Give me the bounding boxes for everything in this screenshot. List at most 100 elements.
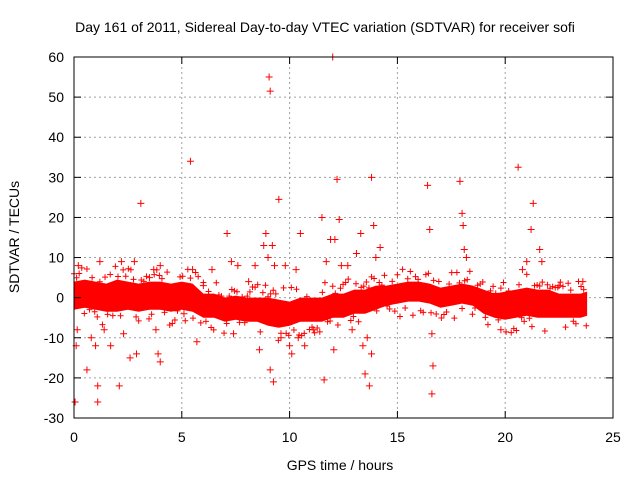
data-point [363, 334, 371, 342]
band-edge-point [290, 326, 297, 333]
data-point [245, 278, 253, 286]
band-edge-point [557, 279, 564, 286]
chart-title: Day 161 of 2011, Sidereal Day-to-day VTE… [75, 19, 575, 35]
band-edge-point [451, 315, 458, 322]
data-point [120, 330, 128, 338]
band-edge-point [544, 281, 551, 288]
data-point [428, 330, 436, 338]
band-edge-point [381, 272, 388, 279]
band-edge-point [102, 274, 109, 281]
data-point [518, 266, 526, 274]
band-edge-point [267, 290, 274, 297]
data-point [115, 382, 123, 390]
band-edge-point [285, 332, 292, 339]
band-edge-point [487, 287, 494, 294]
band-edge-point [122, 273, 129, 280]
band-edge-point [311, 329, 318, 336]
band-edge-point [539, 279, 546, 286]
data-point [130, 258, 138, 266]
band-edge-point [363, 279, 370, 286]
band-edge-point [484, 321, 491, 328]
band-edge-point [218, 293, 225, 300]
x-tick-label: 25 [605, 429, 621, 445]
band-edge-point [96, 278, 103, 285]
data-point [269, 378, 277, 386]
band-edge-point [288, 284, 295, 291]
data-point [271, 262, 279, 270]
band-edge-point [472, 305, 479, 312]
band-edge-point [133, 313, 140, 320]
data-point [154, 350, 162, 358]
band-edge-point [422, 271, 429, 278]
plot-frame [73, 56, 614, 419]
band-edge-point [169, 320, 176, 327]
band-edge-point [466, 268, 473, 275]
data-point [330, 346, 338, 354]
data-point [227, 258, 235, 266]
band-edge-point [239, 293, 246, 300]
data-point [268, 242, 276, 250]
band-edge-point [252, 284, 259, 291]
band-edge-point [265, 293, 272, 300]
band-edge-point [396, 313, 403, 320]
data-point [74, 262, 82, 270]
band-edge-point [508, 329, 515, 336]
data-point [156, 358, 164, 366]
band-edge-point [83, 266, 90, 273]
band-edge-point [402, 305, 409, 312]
y-tick-label: -10 [44, 330, 64, 346]
band-edge-point [316, 328, 323, 335]
band-edge-point [130, 276, 137, 283]
band-edge-point [495, 316, 502, 323]
x-axis-label: GPS time / hours [287, 457, 394, 473]
band-edge-point [378, 282, 385, 289]
band-edge-point [182, 317, 189, 324]
data-point [255, 346, 263, 354]
band-edge-point [345, 276, 352, 283]
data-point [260, 242, 268, 250]
data-point [265, 73, 273, 81]
band-edge-point [228, 286, 235, 293]
band-edge-point [337, 285, 344, 292]
data-point [361, 370, 369, 378]
band-edge-point [360, 283, 367, 290]
data-point [359, 342, 367, 350]
data-point [462, 254, 470, 262]
band-edge-point [117, 312, 124, 319]
data-point [96, 258, 104, 266]
data-point [266, 87, 274, 95]
band-edge-point [161, 309, 168, 316]
band-edge-point [371, 275, 378, 282]
data-point [376, 244, 384, 252]
data-point [368, 350, 376, 358]
band-edge-point [215, 291, 222, 298]
y-tick-label: 40 [48, 129, 64, 145]
band-edge-point [107, 271, 114, 278]
band-edge-point [531, 282, 538, 289]
band-edge-point [534, 281, 541, 288]
band-edge-point [353, 280, 360, 287]
data-point [150, 266, 158, 274]
band-edge-point [355, 318, 362, 325]
data-point [529, 199, 537, 207]
band-edge-point [195, 273, 202, 280]
band-edge-point [541, 327, 548, 334]
data-point [318, 213, 326, 221]
data-point [301, 342, 309, 350]
band-edge-point [205, 288, 212, 295]
data-point [193, 338, 201, 346]
band-edge-point [438, 314, 445, 321]
data-point [107, 342, 115, 350]
band-edge-point [319, 289, 326, 296]
band-edge-point [210, 326, 217, 333]
band-edge-point [430, 277, 437, 284]
x-tick-label: 0 [70, 429, 78, 445]
band-edge-point [479, 278, 486, 285]
data-point [352, 250, 360, 258]
band-edge-point [580, 286, 587, 293]
band-edge-point [112, 263, 119, 270]
band-edge-point [148, 311, 155, 318]
band-edge-point [246, 288, 253, 295]
data-point [186, 157, 194, 165]
data-point [92, 342, 100, 350]
